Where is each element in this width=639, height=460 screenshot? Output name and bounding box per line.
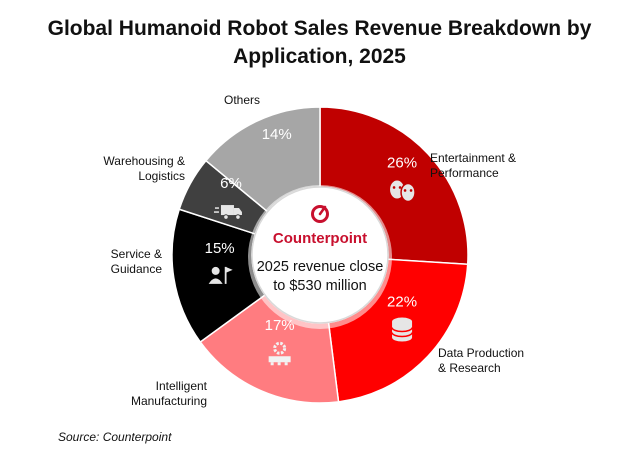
category-label-warehousing-and-logistics: Warehousing & Logistics	[103, 154, 185, 183]
pct-label-warehousing-and-logistics: 6%	[220, 175, 242, 192]
category-label-intelligent-manufacturing: Intelligent Manufacturing	[131, 379, 208, 408]
slice-labels: 26% Entertainment & Performance 22% Data P…	[103, 93, 524, 408]
source-note: Source: Counterpoint	[58, 430, 172, 444]
category-label-service-and-guidance: Service & Guidance	[111, 247, 163, 276]
brand-name: Counterpoint	[273, 230, 367, 247]
pct-label-data-production-and-research: 22%	[387, 294, 417, 311]
factory-gear-icon	[268, 341, 291, 366]
pct-label-service-and-guidance: 15%	[205, 240, 235, 257]
theater-masks-icon	[390, 180, 416, 203]
pct-label-intelligent-manufacturing: 17%	[265, 317, 295, 334]
center-line-1: 2025 revenue close	[257, 259, 384, 275]
donut-center: Counterpoint 2025 revenue close to $530 …	[248, 185, 392, 329]
guide-person-flag-icon	[208, 266, 233, 284]
center-line-2: to $530 million	[273, 278, 367, 294]
chart-title-line-1: Global Humanoid Robot Sales Revenue Brea…	[47, 17, 592, 40]
delivery-truck-icon	[213, 205, 242, 220]
category-label-entertainment-and-performance: Entertainment & Performance	[430, 151, 516, 180]
counterpoint-logo-icon	[311, 205, 329, 223]
database-icon	[391, 317, 413, 342]
chart-title-line-2: Application, 2025	[233, 45, 406, 68]
pct-label-entertainment-and-performance: 26%	[387, 154, 417, 171]
category-label-others: Others	[224, 93, 260, 107]
center-circle	[251, 186, 389, 324]
pct-label-others: 14%	[262, 126, 292, 143]
category-label-data-production-and-research: Data Production & Research	[438, 346, 524, 375]
